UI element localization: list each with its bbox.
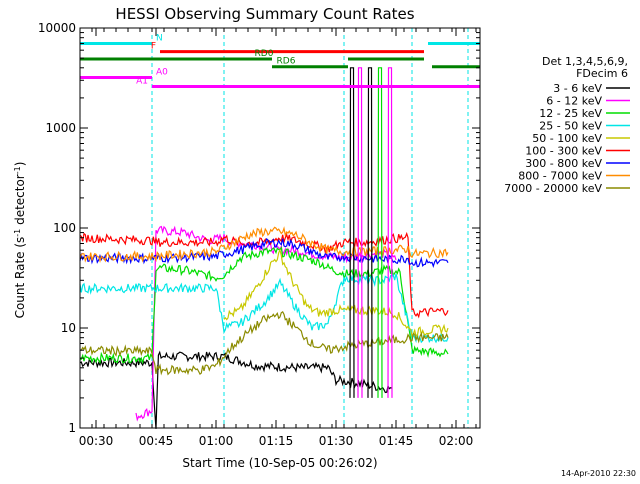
legend-label-0: 3 - 6 keV xyxy=(553,82,602,95)
y-tick-label-1: 10 xyxy=(61,321,76,335)
series-line-4 xyxy=(223,248,449,338)
chart-title: HESSI Observing Summary Count Rates xyxy=(115,5,414,23)
legend-label-1: 6 - 12 keV xyxy=(546,95,602,108)
x-tick-label-3: 01:15 xyxy=(259,434,294,448)
series-line-7 xyxy=(79,226,449,263)
series-line-5 xyxy=(79,231,449,319)
series-line-0 xyxy=(79,350,393,429)
legend-label-2: 12 - 25 keV xyxy=(539,107,602,120)
y-axis-label: Count Rate (s-1 detector-1) xyxy=(13,162,28,319)
y-tick-label-3: 1000 xyxy=(45,121,76,135)
spike-1 xyxy=(357,67,363,398)
legend-label-5: 100 - 300 keV xyxy=(525,145,602,158)
y-label-mid: detector xyxy=(13,174,27,229)
series-group xyxy=(79,28,469,429)
legend-title-line1: Det 1,3,4,5,6,9, xyxy=(542,55,628,68)
flag-label-1: F xyxy=(151,42,156,52)
flag-label-4: A0 xyxy=(156,67,168,77)
flag-label-2: RD0 xyxy=(255,49,274,59)
legend-label-6: 300 - 800 keV xyxy=(525,157,602,170)
series-line-8 xyxy=(79,310,449,376)
spike-3 xyxy=(377,67,383,398)
flag-label-3: RD6 xyxy=(277,57,296,67)
x-tick-label-6: 02:00 xyxy=(439,434,474,448)
flag-label-0: N xyxy=(156,33,163,43)
y-label-main: Count Rate (s xyxy=(13,237,27,319)
spike-2 xyxy=(367,67,373,398)
x-axis-label: Start Time (10-Sep-05 00:26:02) xyxy=(182,456,377,470)
timestamp-label: 14-Apr-2010 22:30 xyxy=(561,469,636,478)
x-tick-label-4: 01:30 xyxy=(319,434,354,448)
legend-label-3: 25 - 50 keV xyxy=(539,120,602,133)
y-tick-label-0: 1 xyxy=(68,421,76,435)
legend-label-7: 800 - 7000 keV xyxy=(518,170,602,183)
x-tick-label-2: 01:00 xyxy=(199,434,234,448)
x-tick-label-0: 00:30 xyxy=(79,434,114,448)
spike-4 xyxy=(387,67,393,398)
series-line-2 xyxy=(79,246,449,365)
flag-label-5: A1 xyxy=(136,77,148,87)
y-label-sup1: -1 xyxy=(13,229,22,237)
legend-label-8: 7000 - 20000 keV xyxy=(504,182,602,195)
legend-label-4: 50 - 100 keV xyxy=(532,132,602,145)
y-tick-label-4: 10000 xyxy=(38,21,76,35)
y-label-end: ) xyxy=(13,162,27,167)
x-tick-label-5: 01:45 xyxy=(379,434,414,448)
spike-0 xyxy=(349,67,355,398)
axes-group: 00:30 00:45 01:00 01:15 01:30 01:45 02:00 1 10 10… xyxy=(38,21,481,448)
x-tick-label-1: 00:45 xyxy=(139,434,174,448)
y-tick-label-2: 100 xyxy=(53,221,76,235)
legend-title-line2: FDecim 6 xyxy=(576,67,628,80)
y-label-sup2: -1 xyxy=(13,166,22,174)
series-line-3 xyxy=(79,273,449,344)
